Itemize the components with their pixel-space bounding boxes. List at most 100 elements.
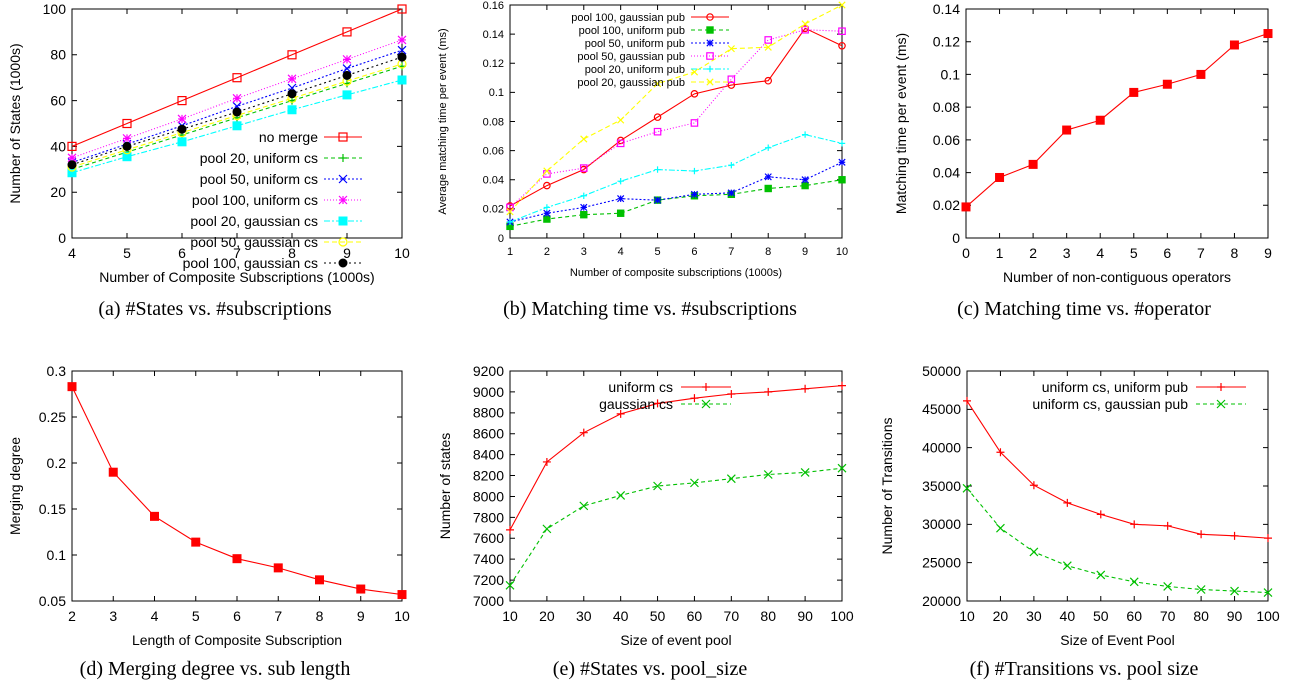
y-tick-label: 0.14 xyxy=(933,1,960,17)
data-point-s0-9 xyxy=(838,41,846,50)
legend-marker xyxy=(706,78,714,86)
y-tick-label: 0 xyxy=(952,230,960,246)
data-point-s2-1 xyxy=(543,209,551,217)
data-point-s0-5 xyxy=(690,394,699,403)
data-point-s0-1 xyxy=(542,457,551,466)
y-tick-label: 0.08 xyxy=(933,99,960,115)
data-point-s5-4 xyxy=(653,80,662,88)
legend-label: pool 100, gaussian pub xyxy=(571,12,685,24)
x-tick-label: 9 xyxy=(802,246,808,258)
x-tick-label: 10 xyxy=(394,245,410,261)
data-point-s5-5 xyxy=(690,68,699,76)
data-point-s4-3 xyxy=(617,178,624,185)
data-point-s4-1 xyxy=(543,204,551,211)
data-point-s5-6 xyxy=(727,45,735,53)
data-point-s4-1 xyxy=(122,152,132,162)
legend-marker xyxy=(706,26,714,34)
data-point-s0-6 xyxy=(397,4,407,14)
y-axis-label: Number of Transitions xyxy=(879,418,895,555)
data-point-s4-9 xyxy=(838,140,846,147)
y-tick-label: 0 xyxy=(498,233,504,245)
y-tick-label: 0.16 xyxy=(483,0,504,12)
y-tick-label: 0.25 xyxy=(39,409,66,425)
legend: no merge pool 20, uniform cs pool 50, unif… xyxy=(183,129,362,271)
y-tick-label: 0.08 xyxy=(483,116,504,128)
plot-frame xyxy=(71,370,403,602)
data-point-s0-1 xyxy=(122,118,132,129)
data-point-s1-7 xyxy=(1196,585,1206,594)
y-tick-label: 8200 xyxy=(473,467,504,483)
y-tick-label: 9000 xyxy=(473,384,504,400)
x-tick-label: 9 xyxy=(357,608,365,624)
data-point-s3-0 xyxy=(506,203,514,212)
data-point-s5-1 xyxy=(543,167,551,175)
series-line-5 xyxy=(509,4,843,213)
data-point-s2-6 xyxy=(727,189,735,197)
legend-marker xyxy=(701,399,711,409)
data-point-s1-8 xyxy=(1230,586,1239,596)
y-tick-label: 8600 xyxy=(473,426,504,442)
data-point-s0-5 xyxy=(342,27,352,37)
data-point-s6-6 xyxy=(397,52,407,62)
y-tick-label: 0.3 xyxy=(47,363,67,379)
x-tick-label: 20 xyxy=(539,608,555,624)
series-line-0 xyxy=(509,27,843,207)
data-point-s1-2 xyxy=(1029,547,1039,557)
chart-panel-b: 1 2 3 4 5 6 7 8 9 10 0 0.02 0.04 0.06 0.08 0.1 0.12 0.14 0… xyxy=(430,0,870,330)
data-point-s3-6 xyxy=(727,75,736,84)
data-point-s0-3 xyxy=(1063,498,1072,507)
legend-label: no merge xyxy=(259,129,318,145)
y-tick-label: 20000 xyxy=(922,593,961,609)
x-tick-label: 8 xyxy=(1231,245,1239,261)
y-axis-label: Matching time per event (ms) xyxy=(893,33,909,214)
x-tick-label: 6 xyxy=(1163,245,1171,261)
data-point-s0-3 xyxy=(232,73,242,83)
legend-marker xyxy=(338,216,348,226)
legend-marker xyxy=(338,132,348,142)
data-point-s3-6 xyxy=(397,35,407,45)
y-tick-label: 80 xyxy=(50,47,66,63)
data-point-s1-0 xyxy=(505,580,515,590)
legend-marker xyxy=(702,383,710,391)
y-tick-label: 7800 xyxy=(473,509,504,525)
data-point-s1-4 xyxy=(653,481,662,491)
y-tick-label: 0.04 xyxy=(483,175,504,187)
data-point-s6-1 xyxy=(122,141,132,151)
chart-caption-d: (d) Merging degree vs. sub length xyxy=(79,658,351,680)
data-point-s3-1 xyxy=(122,133,132,143)
data-point-s1-0 xyxy=(962,483,972,493)
x-tick-label: 80 xyxy=(760,608,776,624)
data-point-s0-4 xyxy=(1095,115,1105,125)
chart-caption-a: (a) #States vs. #subscriptions xyxy=(98,298,332,320)
x-tick-label: 30 xyxy=(1026,608,1042,624)
data-point-s0-6 xyxy=(1162,79,1172,89)
chart-panel-f: 10 20 30 40 50 60 70 80 90 100 20000 25000 30000 3500… xyxy=(870,355,1298,689)
legend-label: uniform cs xyxy=(608,379,673,395)
data-point-s1-3 xyxy=(1062,561,1072,571)
y-tick-label: 0 xyxy=(58,230,66,246)
y-tick-label: 0.2 xyxy=(47,455,67,471)
legend-label: pool 50, uniform pub xyxy=(585,38,685,50)
data-point-s0-8 xyxy=(1230,531,1239,540)
chart-panel-a: 4 5 6 7 8 9 10 0 20 40 60 80 100 Number of Composite … xyxy=(0,0,430,330)
x-tick-label: 60 xyxy=(1126,608,1142,624)
data-point-s4-4 xyxy=(654,166,661,173)
legend-label: gaussian cs xyxy=(599,396,673,412)
x-axis-label: Number of composite subscriptions (1000s… xyxy=(570,267,782,279)
legend-label: pool 20, gaussian pub xyxy=(577,77,685,89)
y-tick-label: 50000 xyxy=(922,363,961,379)
x-axis-label: Length of Composite Subscription xyxy=(132,632,342,648)
data-point-s1-1 xyxy=(543,215,551,223)
data-point-s1-1 xyxy=(542,524,552,534)
legend-label: pool 100, uniform cs xyxy=(192,192,318,208)
chart-matching-time-vs-operator: 0 1 2 3 4 5 6 7 8 9 0 0.02 0.04 0.06 0.08 0.1 0.12 0.14 Nu… xyxy=(893,1,1273,285)
chart-merging-degree-vs-length: 2 3 4 5 6 7 8 9 10 0.05 0.1 0.15 0.2 0.25 0.3 Length of… xyxy=(7,363,410,648)
x-tick-label: 7 xyxy=(728,246,734,258)
series-line-1 xyxy=(509,467,843,586)
data-point-s1-7 xyxy=(764,184,772,193)
data-point-s0-6 xyxy=(727,390,736,398)
x-tick-label: 5 xyxy=(1130,245,1138,261)
x-axis-label: Size of event pool xyxy=(620,632,731,648)
